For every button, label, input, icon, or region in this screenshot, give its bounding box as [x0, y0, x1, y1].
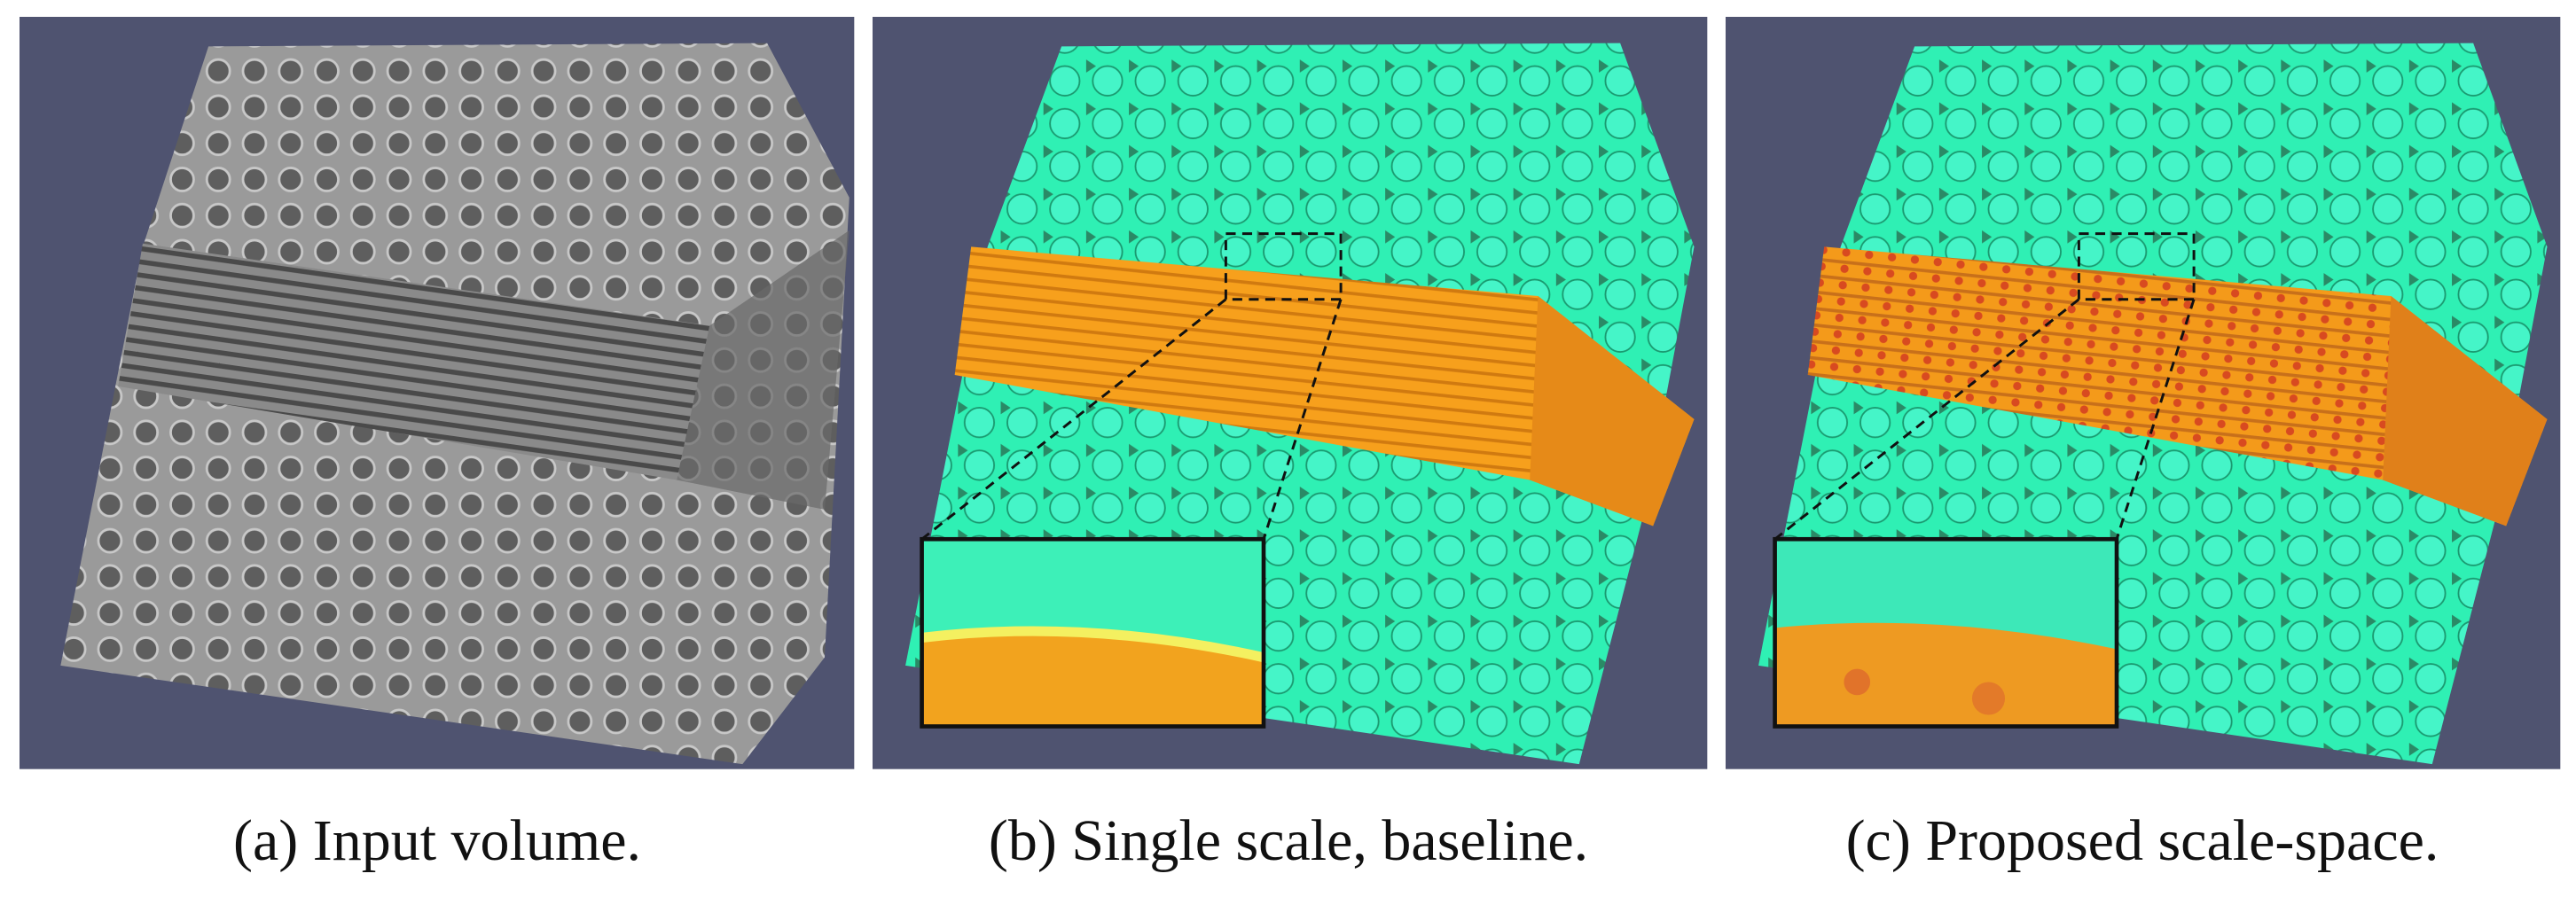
- caption: (b) Single scale, baseline.: [989, 808, 1588, 873]
- panel-c: [1726, 17, 2561, 769]
- panel-a: [20, 17, 855, 769]
- caption: (a) Input volume.: [233, 808, 641, 873]
- panel-b: [873, 17, 1708, 769]
- caption: (c) Proposed scale-space.: [1846, 808, 2439, 873]
